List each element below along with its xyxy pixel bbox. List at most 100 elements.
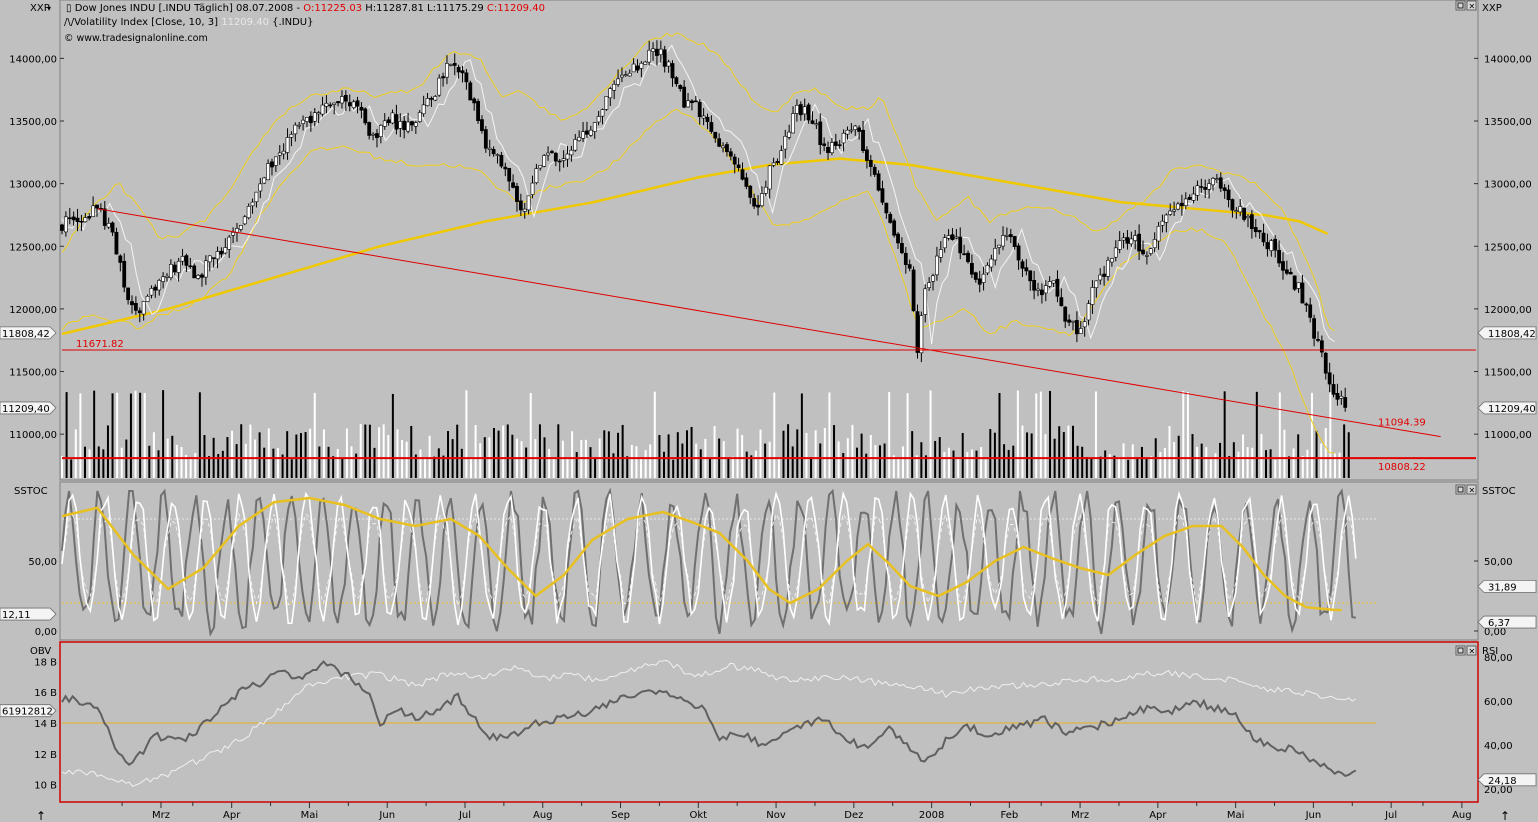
down-candle <box>903 252 908 265</box>
volume-bar <box>1292 448 1295 478</box>
price-restore-icon[interactable] <box>1455 0 1466 11</box>
stoch-restore-icon[interactable] <box>1455 484 1466 495</box>
volume-bar <box>805 432 808 478</box>
scroll-up-arrow-icon-right[interactable]: ↑ <box>1500 809 1510 822</box>
down-candle <box>499 155 504 167</box>
axis-badges: 11808,42 11808,42 11209,40 11209,40 12,11 31,… <box>0 326 1537 787</box>
down-candle <box>888 213 893 223</box>
up-candle <box>526 195 531 211</box>
obv-panel-frame <box>59 641 1479 803</box>
volume-bar <box>1122 443 1125 478</box>
volume-bar <box>1228 456 1231 478</box>
volume-bar <box>1058 426 1061 478</box>
down-candle <box>1249 214 1254 230</box>
up-candle <box>1214 178 1219 180</box>
volume-bar <box>837 441 840 478</box>
volume-bar <box>502 425 505 478</box>
volume-bar <box>162 390 165 478</box>
volume-bar <box>966 452 969 478</box>
up-candle <box>1098 274 1103 281</box>
price-close-icon[interactable]: ✕ <box>1466 0 1477 11</box>
x-tick-label: Aug <box>533 810 553 821</box>
volume-bar <box>102 449 105 478</box>
up-candle <box>530 182 535 195</box>
rsi-line <box>61 659 1357 787</box>
obv-restore-icon[interactable] <box>1455 645 1466 656</box>
up-candle <box>935 255 939 276</box>
up-candle <box>1195 185 1200 196</box>
high-value: H:11287.81 <box>365 3 424 14</box>
down-candle <box>1273 238 1278 251</box>
volume-bar <box>231 430 234 478</box>
volume-bar <box>1265 450 1268 478</box>
volume-bar <box>901 446 904 478</box>
volume-bar <box>1021 425 1024 478</box>
down-candle <box>394 114 399 130</box>
stoch-tick-label-left: 0,00 <box>35 627 57 638</box>
volatility-title: Volatility Index [Close, 10, 3] <box>74 17 218 28</box>
down-candle <box>67 217 72 220</box>
down-candle <box>1074 320 1079 335</box>
symbol-left-dropdown-icon[interactable]: ▾ <box>47 4 51 13</box>
support-line-label: 10808.22 <box>1378 462 1426 473</box>
up-candle <box>149 288 154 296</box>
up-candle <box>919 315 924 354</box>
up-candle <box>1117 240 1122 250</box>
obv-tick-label: 10 B <box>34 781 57 792</box>
volume-bar <box>1003 444 1006 478</box>
volume-bar <box>768 441 771 478</box>
up-candle <box>1133 235 1138 241</box>
volume-bar <box>189 457 192 478</box>
up-candle <box>604 96 609 110</box>
up-candle <box>324 102 329 107</box>
down-candle <box>452 63 457 66</box>
down-candle <box>122 260 127 288</box>
down-candle <box>1218 177 1223 189</box>
volume-bar <box>1062 432 1065 478</box>
down-candle <box>1335 392 1340 400</box>
volume-bar <box>359 424 362 478</box>
obv-close-icon[interactable]: ✕ <box>1466 645 1477 656</box>
price-layer: 11671.82 10808.22 11094.39 <box>60 32 1476 473</box>
scroll-up-arrow-icon[interactable]: ↑ <box>36 809 46 822</box>
volume-bar <box>685 430 688 478</box>
down-candle <box>1343 397 1348 408</box>
up-candle <box>176 260 181 273</box>
volume-bar <box>924 455 927 478</box>
down-candle <box>1040 289 1044 296</box>
up-candle <box>522 208 527 212</box>
volatility-value: 11209.40 <box>221 17 269 28</box>
x-tick-label: Jul <box>458 810 471 821</box>
up-candle <box>250 201 255 207</box>
stoch-close-icon[interactable]: ✕ <box>1466 484 1477 495</box>
volume-bar <box>1094 391 1097 478</box>
volume-bar <box>1200 443 1203 478</box>
volume-bar <box>663 451 666 478</box>
down-candle <box>678 85 683 89</box>
up-candle <box>1246 215 1250 219</box>
up-candle <box>616 78 620 85</box>
obv-tick-label: 12 B <box>34 750 57 761</box>
volume-bar <box>322 429 325 478</box>
down-candle <box>697 101 702 117</box>
volume-bar <box>1108 454 1111 478</box>
down-candle <box>153 286 158 291</box>
down-candle <box>732 156 737 165</box>
down-candle <box>1331 384 1336 395</box>
volume-bar <box>754 450 757 478</box>
volume-bar <box>1067 425 1070 478</box>
volume-bar <box>378 427 381 478</box>
down-candle <box>480 119 484 132</box>
up-candle <box>1113 247 1118 258</box>
price-tick-label-right: 11000,00 <box>1484 430 1532 441</box>
down-candle <box>1016 245 1021 261</box>
up-candle <box>631 63 636 73</box>
obv-tick-label: 16 B <box>34 688 57 699</box>
volume-bar <box>787 424 790 478</box>
volume-bar <box>364 424 367 478</box>
down-candle <box>884 202 889 214</box>
down-candle <box>71 216 76 221</box>
volume-bar <box>341 458 344 478</box>
volume-bar <box>208 456 211 478</box>
